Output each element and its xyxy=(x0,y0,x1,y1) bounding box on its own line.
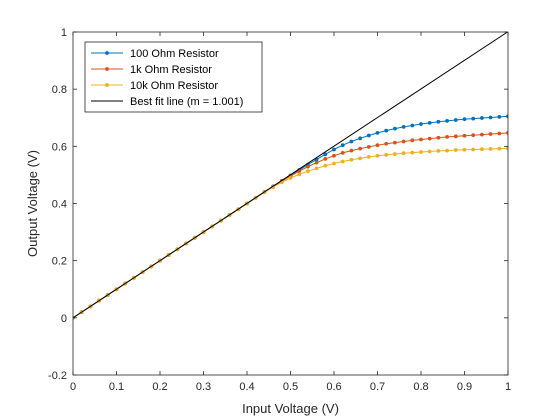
legend-marker xyxy=(105,51,109,55)
data-point xyxy=(332,162,336,166)
legend-label: 1k Ohm Resistor xyxy=(130,64,212,76)
data-point xyxy=(471,133,475,137)
data-point xyxy=(306,165,310,169)
y-tick-label: 1 xyxy=(61,27,67,39)
x-tick-label: 0.8 xyxy=(413,381,428,393)
data-point xyxy=(402,151,406,155)
y-tick-label: 0.8 xyxy=(52,84,67,96)
y-tick-label: 0.6 xyxy=(52,141,67,153)
legend-label: 100 Ohm Resistor xyxy=(130,48,219,60)
data-point xyxy=(402,140,406,144)
data-point xyxy=(376,154,380,158)
x-tick-label: 0 xyxy=(70,381,76,393)
data-point xyxy=(480,116,484,120)
data-point xyxy=(489,147,493,151)
x-axis-label: Input Voltage (V) xyxy=(242,401,339,416)
data-point xyxy=(350,158,354,162)
data-point xyxy=(367,134,371,138)
x-tick-label: 0.7 xyxy=(370,381,385,393)
data-point xyxy=(358,147,362,151)
legend-label: Best fit line (m = 1.001) xyxy=(130,96,243,108)
data-point xyxy=(445,119,449,123)
data-point xyxy=(376,143,380,147)
legend-label: 10k Ohm Resistor xyxy=(130,80,218,92)
data-point xyxy=(393,141,397,145)
data-point xyxy=(410,124,414,128)
y-tick-label: 0.4 xyxy=(52,199,67,211)
data-point xyxy=(480,133,484,137)
data-point xyxy=(489,132,493,136)
data-point xyxy=(402,125,406,129)
x-tick-label: 0.1 xyxy=(109,381,124,393)
legend-marker xyxy=(105,67,109,71)
data-point xyxy=(315,166,319,170)
data-point xyxy=(367,155,371,159)
data-point xyxy=(497,147,501,151)
data-point xyxy=(445,149,449,153)
x-tick-label: 0.5 xyxy=(283,381,298,393)
data-point xyxy=(428,121,432,125)
data-point xyxy=(341,143,345,147)
legend-marker xyxy=(105,83,109,87)
data-point xyxy=(419,150,423,154)
data-point xyxy=(358,156,362,160)
data-point xyxy=(341,151,345,155)
data-point xyxy=(497,115,501,119)
data-point xyxy=(384,129,388,133)
data-point xyxy=(463,117,467,121)
data-point xyxy=(445,135,449,139)
data-point xyxy=(376,131,380,135)
data-point xyxy=(497,132,501,136)
data-point xyxy=(471,117,475,121)
data-point xyxy=(437,136,441,140)
data-point xyxy=(419,122,423,126)
data-point xyxy=(306,169,310,173)
data-point xyxy=(454,134,458,138)
data-point xyxy=(393,152,397,156)
data-point xyxy=(332,148,336,152)
data-point xyxy=(437,120,441,124)
data-point xyxy=(384,153,388,157)
data-point xyxy=(315,161,319,165)
data-point xyxy=(471,148,475,152)
data-point xyxy=(367,145,371,149)
x-tick-label: 0.9 xyxy=(457,381,472,393)
legend: 100 Ohm Resistor 1k Ohm Resistor 10k Ohm R… xyxy=(85,42,262,112)
data-point xyxy=(463,134,467,138)
data-point xyxy=(350,149,354,153)
y-tick-label: 0.2 xyxy=(52,256,67,268)
data-point xyxy=(358,136,362,140)
data-point xyxy=(480,147,484,151)
data-point xyxy=(323,157,327,161)
y-tick-label: -0.2 xyxy=(48,370,67,382)
data-point xyxy=(384,142,388,146)
data-point xyxy=(393,127,397,131)
y-axis-label: Output Voltage (V) xyxy=(25,150,40,257)
data-point xyxy=(297,172,301,176)
data-point xyxy=(428,150,432,154)
data-point xyxy=(463,148,467,152)
data-point xyxy=(410,138,414,142)
data-point xyxy=(323,164,327,168)
x-tick-label: 0.6 xyxy=(326,381,341,393)
data-point xyxy=(332,154,336,158)
data-point xyxy=(454,118,458,122)
data-point xyxy=(419,138,423,142)
y-tick-label: 0 xyxy=(61,313,67,325)
x-tick-label: 0.4 xyxy=(239,381,254,393)
data-point xyxy=(437,149,441,153)
data-point xyxy=(341,160,345,164)
data-point xyxy=(410,151,414,155)
x-tick-label: 0.2 xyxy=(152,381,167,393)
data-point xyxy=(428,137,432,141)
data-point xyxy=(454,148,458,152)
data-point xyxy=(350,140,354,144)
data-point xyxy=(289,176,293,180)
x-tick-label: 0.3 xyxy=(196,381,211,393)
x-tick-label: 1 xyxy=(505,381,511,393)
data-point xyxy=(489,116,493,120)
